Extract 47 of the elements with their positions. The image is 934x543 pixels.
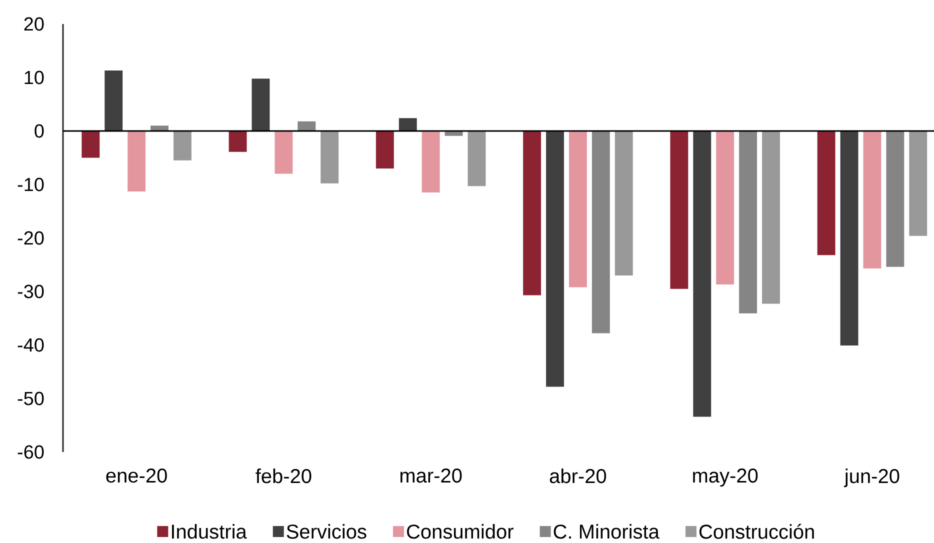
y-tick-label: -30 bbox=[18, 284, 44, 298]
legend-label: Servicios bbox=[286, 524, 366, 539]
x-tick-label: mar-20 bbox=[400, 468, 462, 483]
y-tick-label: -20 bbox=[18, 231, 44, 245]
legend-label: C. Minorista bbox=[554, 524, 660, 539]
legend-label: Industria bbox=[172, 524, 247, 539]
y-tick-label: -60 bbox=[18, 445, 44, 459]
bar bbox=[840, 131, 858, 346]
bar bbox=[614, 131, 633, 276]
bar bbox=[468, 131, 486, 186]
bar bbox=[82, 131, 100, 158]
bar bbox=[104, 70, 123, 131]
x-tick-label: jun-20 bbox=[844, 468, 900, 488]
bar bbox=[670, 131, 688, 289]
legend-label: Consumidor bbox=[407, 524, 514, 539]
bar bbox=[693, 131, 712, 417]
bar bbox=[252, 78, 270, 131]
bar bbox=[817, 131, 836, 256]
x-tick-label: ene-20 bbox=[106, 468, 167, 483]
bar bbox=[909, 131, 928, 236]
bar bbox=[523, 131, 542, 296]
bar bbox=[422, 131, 440, 193]
y-tick-label: 10 bbox=[24, 70, 44, 84]
bar bbox=[546, 131, 564, 387]
y-tick-label: -40 bbox=[18, 338, 44, 352]
x-tick-label: abr-20 bbox=[550, 468, 606, 484]
bar bbox=[886, 131, 904, 267]
bar bbox=[762, 131, 780, 304]
bar bbox=[228, 131, 247, 152]
bar bbox=[274, 131, 293, 174]
bar bbox=[863, 131, 882, 268]
bar bbox=[398, 118, 417, 131]
legend-label: Construcción bbox=[699, 524, 814, 539]
bar bbox=[376, 131, 394, 168]
y-tick-label: 20 bbox=[24, 17, 44, 31]
y-tick-label: -10 bbox=[18, 178, 44, 192]
bar bbox=[739, 131, 758, 314]
bar bbox=[592, 131, 610, 334]
bar bbox=[128, 131, 146, 192]
x-tick-label: may-20 bbox=[693, 468, 758, 487]
bar bbox=[568, 131, 587, 288]
bar bbox=[716, 131, 734, 285]
y-tick-label: -50 bbox=[18, 392, 44, 406]
y-tick-label: 0 bbox=[34, 124, 44, 138]
x-tick-label: feb-20 bbox=[256, 468, 312, 484]
bar bbox=[320, 131, 339, 184]
bar bbox=[173, 131, 192, 160]
